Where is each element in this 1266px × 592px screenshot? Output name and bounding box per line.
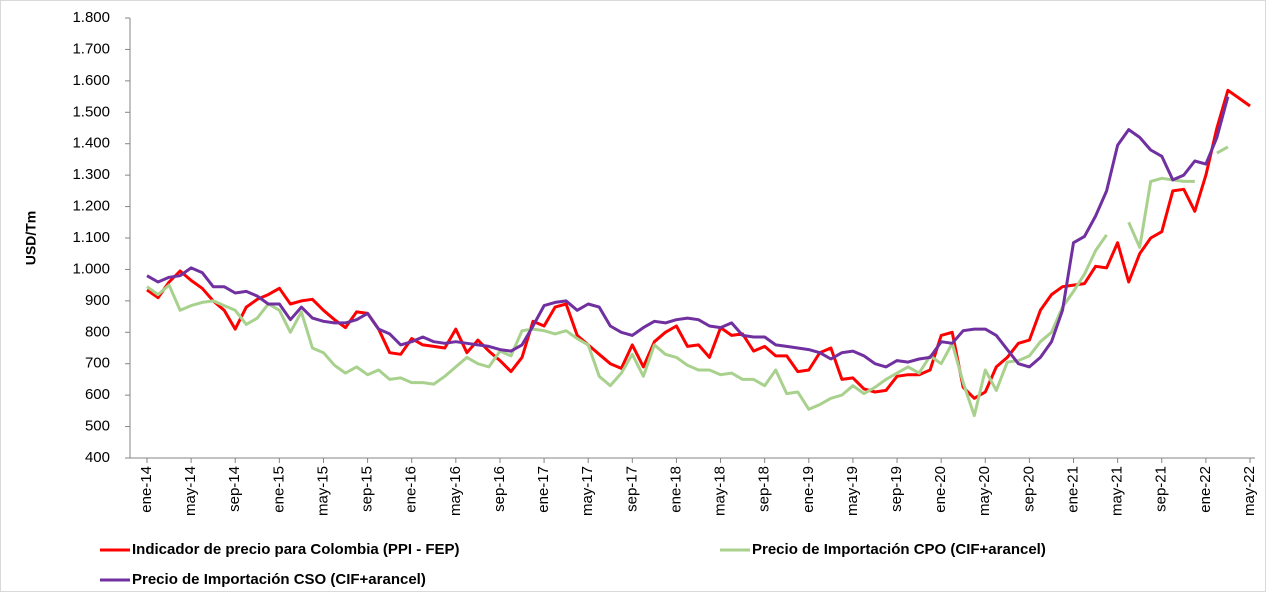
series-line (146, 145, 1229, 418)
x-tick-label: sep-15 (359, 466, 376, 512)
x-tick-label: may-21 (1109, 466, 1126, 516)
x-tick-label: ene-14 (138, 466, 155, 513)
y-axis-label: USD/Tm (23, 211, 39, 265)
x-tick-label: may-16 (447, 466, 464, 516)
x-tick-label: ene-16 (403, 466, 420, 513)
x-tick-label: ene-18 (667, 466, 684, 513)
y-tick-label: 800 (85, 323, 110, 340)
x-tick-label: ene-21 (1064, 466, 1081, 513)
legend-label: Indicador de precio para Colombia (PPI -… (132, 541, 460, 558)
y-tick-label: 1.500 (72, 103, 110, 120)
x-tick-label: sep-18 (756, 466, 773, 512)
y-tick-label: 600 (85, 386, 110, 403)
x-tick-label: may-14 (182, 466, 199, 516)
y-tick-label: 1.800 (72, 9, 110, 26)
y-tick-label: 500 (85, 418, 110, 435)
legend-label: Precio de Importación CSO (CIF+arancel) (132, 571, 426, 588)
x-tick-label: ene-20 (932, 466, 949, 513)
x-tick-label: ene-22 (1197, 466, 1214, 513)
x-tick-label: sep-21 (1153, 466, 1170, 512)
x-tick-label: may-20 (976, 466, 993, 516)
y-tick-label: 1.300 (72, 166, 110, 183)
x-tick-label: may-17 (579, 466, 596, 516)
y-tick-label: 1.000 (72, 260, 110, 277)
y-tick-label: 1.100 (72, 229, 110, 246)
y-tick-label: 1.700 (72, 40, 110, 57)
y-tick-label: 1.600 (72, 72, 110, 89)
x-tick-label: ene-15 (270, 466, 287, 513)
y-tick-label: 400 (85, 449, 110, 466)
x-tick-label: ene-17 (535, 466, 552, 513)
x-tick-label: may-22 (1241, 466, 1258, 516)
y-tick-label: 900 (85, 292, 110, 309)
series-line (146, 96, 1230, 369)
y-tick-label: 700 (85, 355, 110, 372)
x-tick-label: sep-20 (1020, 466, 1037, 512)
y-tick-label: 1.400 (72, 135, 110, 152)
y-tick-label: 1.200 (72, 198, 110, 215)
x-tick-label: sep-16 (491, 466, 508, 512)
x-tick-label: ene-19 (800, 466, 817, 513)
x-tick-label: sep-14 (226, 466, 243, 512)
x-tick-label: sep-19 (888, 466, 905, 512)
legend-label: Precio de Importación CPO (CIF+arancel) (752, 541, 1046, 558)
x-tick-label: may-19 (844, 466, 861, 516)
x-tick-label: may-18 (712, 466, 729, 516)
x-tick-label: sep-17 (623, 466, 640, 512)
x-tick-label: may-15 (314, 466, 331, 516)
